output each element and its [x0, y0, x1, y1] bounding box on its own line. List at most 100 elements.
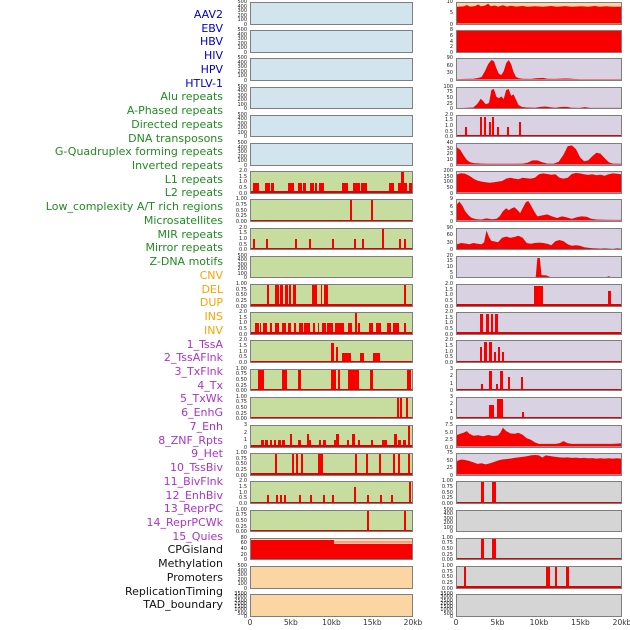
y-tick-label: 0 [243, 106, 247, 113]
y-tick-label: 2500 [234, 597, 247, 604]
data-bar [394, 434, 397, 447]
data-bar [607, 290, 611, 306]
y-tick-label: 2.0 [239, 337, 247, 344]
track-box-14-reprpcwk [456, 425, 622, 448]
data-area [457, 427, 621, 447]
data-bar [348, 323, 352, 334]
y-tick-label: 0.0 [445, 134, 453, 141]
track-box-ins [456, 2, 622, 25]
data-bar [333, 440, 337, 447]
track-label-ins: INS [204, 310, 223, 324]
y-tick-label: 100 [443, 83, 453, 90]
data-area [457, 88, 621, 109]
data-bar [507, 377, 511, 391]
data-bar [496, 383, 499, 391]
y-tick-label: 0 [449, 49, 453, 56]
data-bar [294, 238, 297, 250]
y-tick-label: 0.0 [445, 331, 453, 338]
y-tick-label: 0.25 [441, 495, 453, 502]
data-bar [298, 440, 301, 447]
track-box-replicationtiming [456, 566, 622, 589]
track-label-7-enh: 7_Enh [189, 419, 223, 433]
data-bar [397, 183, 401, 193]
track-box-5-txwk [456, 171, 622, 194]
data-bar [480, 482, 485, 503]
y-tick-label: 1.00 [235, 281, 247, 287]
data-bar [259, 323, 262, 334]
y-tick-label: 0 [243, 134, 247, 141]
y-tick-label: 0.75 [441, 484, 453, 490]
y-tick-label: 0.50 [441, 546, 453, 552]
y-tick-label: 0 [449, 190, 453, 197]
data-bar [288, 285, 291, 306]
y-tick-label: 2000 [440, 600, 453, 607]
track-label-11-bivflnk: 11_BivFlnk [163, 474, 223, 488]
y-tick-label: 0.25 [235, 297, 247, 304]
data-baseline [251, 388, 412, 391]
y-tick-label: 2.0 [239, 168, 247, 175]
data-bar [408, 183, 412, 193]
data-bar [330, 369, 336, 391]
y-tick-label: 0 [449, 77, 453, 84]
y-tick-label: 500 [237, 27, 247, 34]
track-label-g-quadruplex-forming-repeats: G-Quadruplex forming repeats [54, 145, 223, 159]
y-tick-label: 1.5 [445, 314, 453, 321]
data-bar [500, 370, 503, 391]
data-bar [360, 352, 364, 362]
data-baseline [251, 219, 412, 221]
y-tick-label: 100 [443, 179, 453, 186]
y-tick-label: 6 [449, 203, 453, 210]
track-label-hpv: HPV [200, 62, 223, 76]
data-bar [352, 434, 355, 447]
y-tick-label: 200 [237, 97, 247, 104]
track-box-l2-repeats [250, 368, 413, 392]
track-label-promoters: Promoters [166, 570, 223, 584]
track-box-15-quies [456, 453, 622, 476]
data-bar [320, 285, 323, 306]
y-tick-label: 0 [243, 444, 247, 451]
data-baseline [457, 360, 621, 362]
y-tick-label: 0.00 [441, 557, 453, 564]
track-label-cnv: CNV [199, 268, 223, 282]
y-tick-label: 0.5 [239, 354, 247, 361]
track-box-13-reprpc [456, 396, 622, 420]
y-tick-label: 500 [237, 610, 247, 617]
y-tick-label: 1.00 [441, 478, 453, 485]
data-bar [368, 323, 373, 334]
data-bar [379, 454, 382, 475]
data-bar [463, 567, 467, 588]
data-bar [330, 343, 334, 362]
y-tick-label: 3 [449, 393, 453, 400]
y-tick-label: 0.75 [235, 286, 247, 293]
data-bar [497, 126, 500, 137]
y-tick-label: 0.25 [441, 551, 453, 558]
y-tick-label: 6 [449, 32, 453, 39]
y-tick-label: 150 [443, 173, 453, 180]
y-tick-label: 10 [446, 156, 453, 163]
track-box-hpv [250, 114, 413, 138]
data-bar [389, 183, 395, 193]
x-tick-label: 15kb [571, 618, 590, 627]
data-bar [397, 397, 400, 419]
data-baseline [251, 304, 412, 306]
data-bar [400, 397, 403, 419]
data-bar [362, 238, 365, 250]
y-tick-label: 300 [237, 64, 247, 71]
track-box-inverted-repeats [250, 312, 413, 335]
y-tick-label: 500 [443, 610, 453, 617]
track-box-mirror-repeats [250, 481, 413, 504]
y-tick-label: 200 [237, 153, 247, 160]
y-tick-label: 2 [449, 373, 453, 380]
y-tick-label: 1.0 [445, 348, 453, 355]
data-bar [401, 172, 404, 193]
data-baseline [457, 304, 621, 306]
y-tick-label: 0 [243, 21, 247, 28]
y-tick-label: 0 [243, 162, 247, 169]
y-tick-label: 15 [446, 258, 453, 265]
data-bar [407, 426, 411, 447]
data-bar [354, 313, 358, 334]
data-bar [255, 323, 260, 334]
data-bar [308, 440, 312, 447]
track-label-12-enhbiv: 12_EnhBiv [165, 488, 223, 502]
